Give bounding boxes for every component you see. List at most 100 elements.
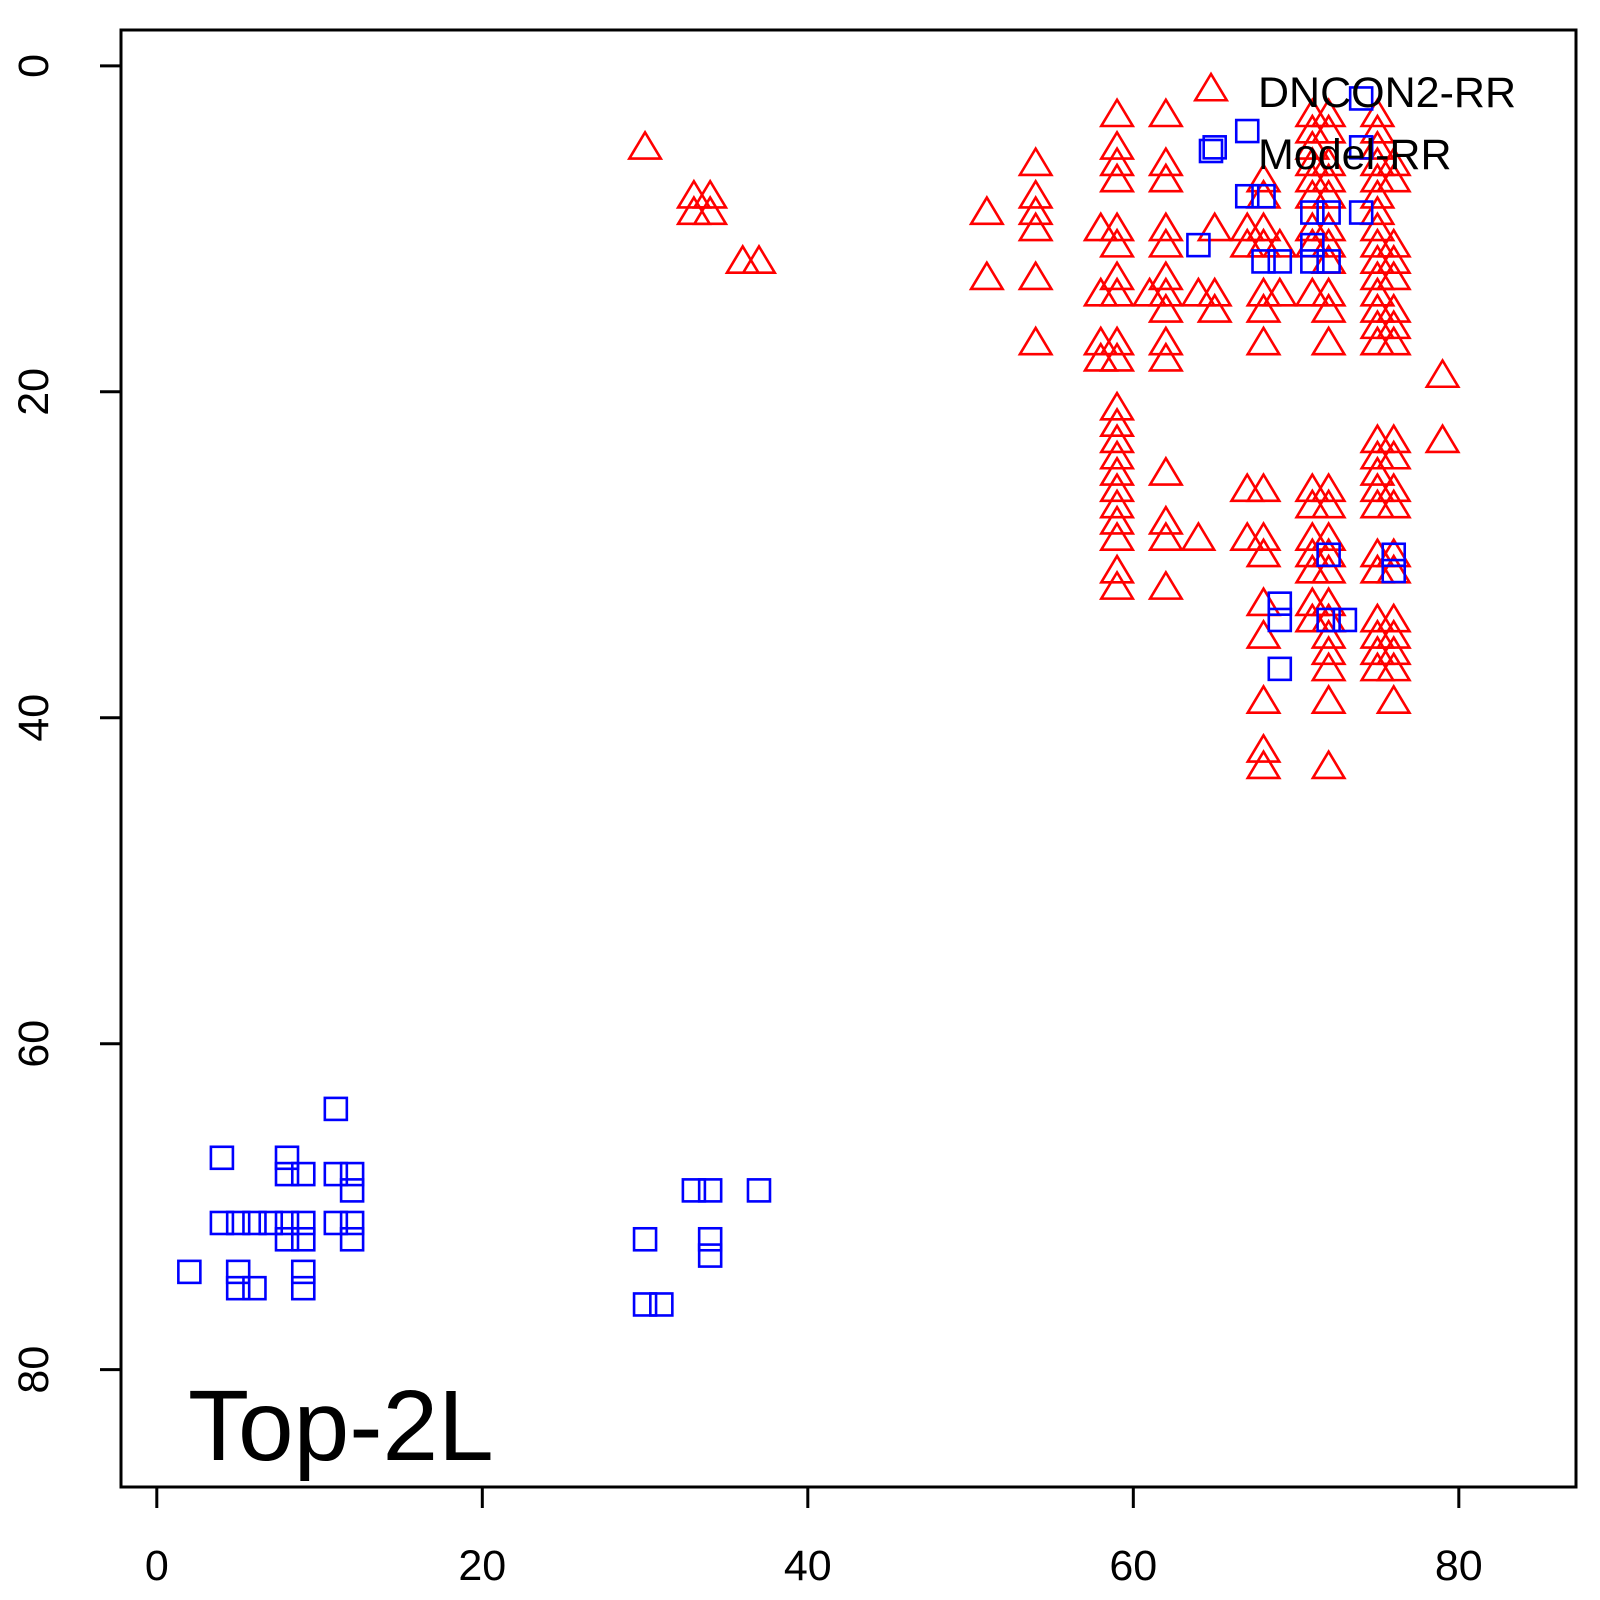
data-point-triangle	[1294, 520, 1331, 552]
data-point-square	[209, 1210, 235, 1236]
data-point-triangle	[1245, 520, 1282, 552]
data-point-triangle	[1310, 113, 1347, 144]
data-point-triangle	[1375, 260, 1412, 291]
data-point-square	[1300, 232, 1325, 258]
data-point-square	[1267, 656, 1293, 682]
data-point-triangle	[1082, 276, 1119, 307]
data-point-triangle	[1310, 618, 1347, 649]
data-point-triangle	[1245, 618, 1282, 649]
data-point-triangle	[1294, 276, 1331, 307]
data-point-square	[697, 1178, 723, 1203]
data-point-triangle	[1098, 504, 1136, 535]
y-tick-label: 0	[10, 54, 58, 78]
x-tick-label: 60	[1109, 1542, 1157, 1590]
data-point-triangle	[1359, 276, 1396, 307]
legend-item: Model-RR	[1198, 131, 1452, 179]
data-point-triangle	[1098, 227, 1136, 258]
data-point-triangle	[1359, 178, 1396, 209]
data-point-square	[1348, 86, 1374, 111]
data-point-triangle	[1082, 325, 1119, 356]
data-point-square	[632, 1226, 658, 1252]
legend-label: DNCON2-RR	[1258, 69, 1516, 117]
data-point-triangle	[1375, 439, 1412, 470]
data-point-triangle	[1098, 97, 1136, 128]
data-point-triangle	[1310, 488, 1347, 519]
data-point-square	[1234, 183, 1260, 209]
data-point-square	[1316, 607, 1341, 633]
data-point-square	[225, 1275, 251, 1301]
data-point-triangle	[1147, 569, 1184, 600]
data-point-triangle	[692, 178, 729, 209]
data-point-triangle	[1098, 260, 1136, 291]
data-point-triangle	[1245, 586, 1282, 617]
data-point-triangle	[1147, 504, 1184, 535]
data-point-triangle	[1310, 651, 1347, 682]
data-point-triangle	[1098, 129, 1136, 160]
data-point-triangle	[1359, 113, 1396, 144]
data-point-square	[1316, 200, 1341, 225]
data-points	[177, 86, 1461, 1317]
data-point-triangle	[1375, 602, 1412, 633]
legend-marker-triangle	[1192, 71, 1230, 102]
data-point-square	[1267, 249, 1293, 274]
data-point-triangle	[1375, 472, 1412, 503]
data-point-square	[1234, 118, 1260, 144]
data-point-triangle	[1310, 683, 1347, 715]
data-point-square	[290, 1161, 316, 1187]
data-point-triangle	[1196, 211, 1233, 242]
data-point-triangle	[1310, 178, 1347, 209]
data-point-triangle	[1310, 276, 1347, 307]
data-point-triangle	[1180, 520, 1217, 552]
data-point-triangle	[1375, 635, 1412, 666]
data-point-square	[1267, 591, 1293, 616]
data-point-triangle	[1375, 423, 1412, 454]
data-point-square	[1348, 200, 1374, 225]
data-point-triangle	[1180, 276, 1217, 307]
data-point-square	[290, 1275, 316, 1301]
data-point-square	[177, 1259, 202, 1285]
data-point-square	[323, 1096, 349, 1122]
data-point-square	[242, 1210, 267, 1236]
data-point-square	[339, 1161, 365, 1187]
data-point-triangle	[1098, 472, 1136, 503]
data-point-triangle	[1017, 146, 1054, 177]
data-point-square	[746, 1178, 772, 1203]
data-point-triangle	[1245, 683, 1282, 715]
legend: DNCON2-RR Model-RR	[1192, 69, 1516, 179]
legend-item: DNCON2-RR	[1192, 69, 1516, 117]
data-point-triangle	[1098, 423, 1136, 454]
data-point-triangle	[1147, 162, 1184, 193]
data-point-triangle	[1245, 211, 1282, 242]
data-point-triangle	[968, 260, 1005, 291]
data-point-triangle	[627, 129, 664, 160]
data-point-triangle	[1147, 325, 1184, 356]
data-point-triangle	[1261, 227, 1298, 258]
data-point-triangle	[1310, 520, 1347, 552]
data-point-square	[209, 1145, 235, 1171]
data-point-triangle	[1310, 97, 1347, 128]
data-point-triangle	[1017, 325, 1054, 356]
data-point-square	[1251, 183, 1276, 209]
y-tick-label: 40	[10, 694, 58, 742]
y-tick-label: 80	[10, 1346, 58, 1394]
data-point-square	[290, 1226, 316, 1252]
data-point-triangle	[1359, 129, 1396, 160]
data-point-triangle	[1245, 162, 1282, 193]
data-point-triangle	[1098, 341, 1136, 372]
data-point-triangle	[1147, 341, 1184, 372]
data-point-square	[339, 1178, 365, 1203]
data-point-square	[274, 1145, 300, 1171]
data-point-triangle	[1098, 488, 1136, 519]
data-point-triangle	[1017, 178, 1054, 209]
data-point-triangle	[1098, 406, 1136, 437]
data-point-triangle	[1310, 472, 1347, 503]
data-point-square	[274, 1161, 300, 1187]
data-point-triangle	[968, 195, 1005, 226]
data-point-triangle	[1375, 651, 1412, 682]
data-point-triangle	[1017, 260, 1054, 291]
data-point-square	[225, 1210, 251, 1236]
data-point-triangle	[1310, 325, 1347, 356]
data-point-triangle	[1294, 472, 1331, 503]
